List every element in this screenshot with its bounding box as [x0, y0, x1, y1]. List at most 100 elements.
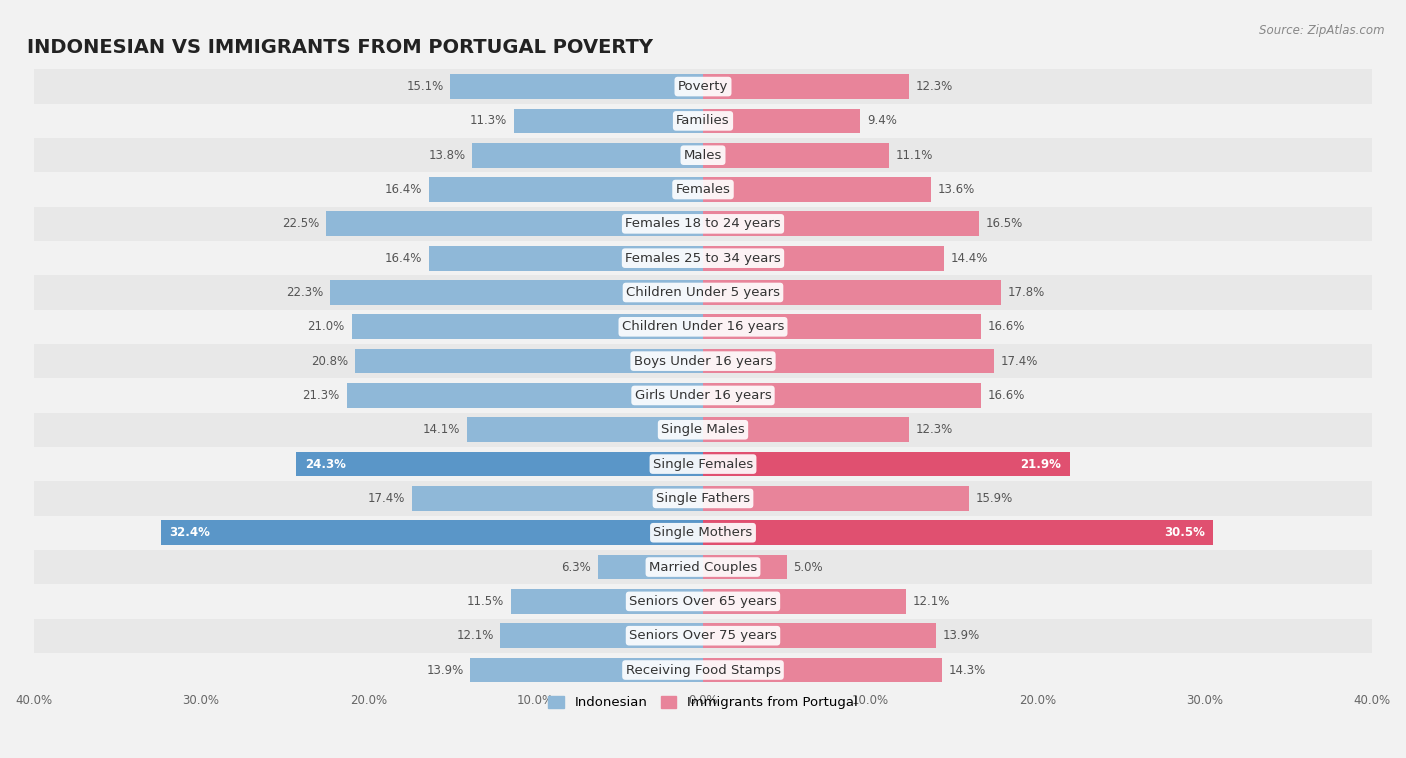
Bar: [34, 241, 1372, 275]
Text: Single Males: Single Males: [661, 423, 745, 437]
Text: 22.3%: 22.3%: [285, 286, 323, 299]
Text: 13.8%: 13.8%: [429, 149, 465, 161]
Text: 12.1%: 12.1%: [457, 629, 494, 642]
Bar: [34, 378, 1372, 412]
Bar: [703, 246, 943, 271]
Bar: [472, 143, 703, 168]
Text: 21.9%: 21.9%: [1021, 458, 1062, 471]
Text: 9.4%: 9.4%: [868, 114, 897, 127]
Text: 6.3%: 6.3%: [561, 561, 591, 574]
Text: 21.0%: 21.0%: [308, 321, 344, 334]
Text: Seniors Over 65 years: Seniors Over 65 years: [628, 595, 778, 608]
Bar: [34, 138, 1372, 172]
Bar: [703, 418, 908, 442]
Text: Seniors Over 75 years: Seniors Over 75 years: [628, 629, 778, 642]
Bar: [703, 74, 908, 99]
Text: Single Females: Single Females: [652, 458, 754, 471]
Bar: [326, 211, 703, 236]
Bar: [703, 555, 787, 579]
Bar: [429, 177, 703, 202]
Text: 12.3%: 12.3%: [915, 423, 953, 437]
Text: 16.4%: 16.4%: [384, 252, 422, 265]
Text: 11.1%: 11.1%: [896, 149, 932, 161]
Text: 22.5%: 22.5%: [283, 218, 319, 230]
Text: Receiving Food Stamps: Receiving Food Stamps: [626, 663, 780, 677]
Bar: [34, 412, 1372, 447]
Text: 13.9%: 13.9%: [426, 663, 464, 677]
Text: 16.6%: 16.6%: [987, 321, 1025, 334]
Bar: [34, 344, 1372, 378]
Text: 14.4%: 14.4%: [950, 252, 988, 265]
Text: INDONESIAN VS IMMIGRANTS FROM PORTUGAL POVERTY: INDONESIAN VS IMMIGRANTS FROM PORTUGAL P…: [27, 38, 652, 57]
Text: 24.3%: 24.3%: [305, 458, 346, 471]
Text: Families: Families: [676, 114, 730, 127]
Bar: [346, 383, 703, 408]
Text: 17.8%: 17.8%: [1008, 286, 1045, 299]
Bar: [34, 550, 1372, 584]
Bar: [34, 70, 1372, 104]
Bar: [330, 280, 703, 305]
Text: Boys Under 16 years: Boys Under 16 years: [634, 355, 772, 368]
Bar: [703, 211, 979, 236]
Text: Single Mothers: Single Mothers: [654, 526, 752, 539]
Bar: [703, 315, 981, 339]
Text: Females: Females: [675, 183, 731, 196]
Bar: [34, 104, 1372, 138]
Bar: [354, 349, 703, 374]
Bar: [703, 108, 860, 133]
Bar: [471, 658, 703, 682]
Bar: [703, 143, 889, 168]
Text: 11.5%: 11.5%: [467, 595, 503, 608]
Text: 21.3%: 21.3%: [302, 389, 340, 402]
Text: 15.9%: 15.9%: [976, 492, 1014, 505]
Bar: [703, 658, 942, 682]
Text: Poverty: Poverty: [678, 80, 728, 93]
Text: Children Under 5 years: Children Under 5 years: [626, 286, 780, 299]
Bar: [450, 74, 703, 99]
Text: 20.8%: 20.8%: [311, 355, 349, 368]
Bar: [34, 515, 1372, 550]
Bar: [510, 589, 703, 614]
Text: 14.1%: 14.1%: [423, 423, 460, 437]
Bar: [412, 486, 703, 511]
Bar: [34, 584, 1372, 619]
Text: 11.3%: 11.3%: [470, 114, 508, 127]
Bar: [703, 486, 969, 511]
Text: 16.5%: 16.5%: [986, 218, 1024, 230]
Text: 16.4%: 16.4%: [384, 183, 422, 196]
Bar: [513, 108, 703, 133]
Text: 5.0%: 5.0%: [793, 561, 823, 574]
Text: 13.6%: 13.6%: [938, 183, 974, 196]
Legend: Indonesian, Immigrants from Portugal: Indonesian, Immigrants from Portugal: [543, 691, 863, 715]
Bar: [703, 383, 981, 408]
Bar: [429, 246, 703, 271]
Bar: [598, 555, 703, 579]
Bar: [34, 275, 1372, 310]
Text: 15.1%: 15.1%: [406, 80, 443, 93]
Bar: [352, 315, 703, 339]
Text: Married Couples: Married Couples: [650, 561, 756, 574]
Bar: [34, 653, 1372, 688]
Bar: [297, 452, 703, 477]
Bar: [34, 619, 1372, 653]
Bar: [703, 521, 1213, 545]
Text: Single Fathers: Single Fathers: [657, 492, 749, 505]
Text: Source: ZipAtlas.com: Source: ZipAtlas.com: [1260, 24, 1385, 37]
Bar: [703, 589, 905, 614]
Bar: [467, 418, 703, 442]
Text: 13.9%: 13.9%: [942, 629, 980, 642]
Text: 30.5%: 30.5%: [1164, 526, 1205, 539]
Text: Females 18 to 24 years: Females 18 to 24 years: [626, 218, 780, 230]
Text: Females 25 to 34 years: Females 25 to 34 years: [626, 252, 780, 265]
Bar: [34, 481, 1372, 515]
Text: Males: Males: [683, 149, 723, 161]
Bar: [703, 623, 935, 648]
Text: 14.3%: 14.3%: [949, 663, 986, 677]
Bar: [501, 623, 703, 648]
Bar: [34, 172, 1372, 207]
Bar: [703, 452, 1070, 477]
Bar: [160, 521, 703, 545]
Text: 17.4%: 17.4%: [368, 492, 405, 505]
Bar: [34, 207, 1372, 241]
Bar: [703, 280, 1001, 305]
